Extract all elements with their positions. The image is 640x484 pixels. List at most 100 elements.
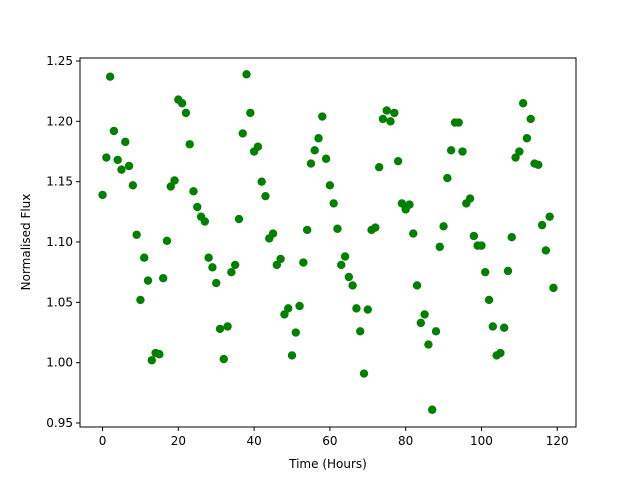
point [117,165,126,174]
point [393,156,403,166]
point [537,220,547,230]
point [522,134,532,143]
point [212,278,221,288]
point [325,181,335,190]
point [155,350,164,359]
point [102,153,111,162]
point [124,161,134,171]
point [496,348,505,358]
point [314,134,323,143]
point [238,129,247,138]
point [215,324,225,334]
point [253,142,263,151]
point [121,137,130,147]
point [128,181,138,190]
point [98,190,107,200]
point [302,225,312,235]
point [443,173,452,183]
point [280,310,289,319]
point [545,212,554,221]
x-tick-label: 120 [546,434,569,448]
point [541,246,551,255]
point [534,160,543,169]
x-tick-label: 80 [398,434,413,448]
x-tick-label: 100 [470,434,493,448]
x-tick-label: 0 [99,434,107,448]
point [246,108,255,118]
point [230,260,240,270]
plot-frame [79,57,577,428]
point [424,340,433,349]
y-axis-label: Normalised Flux [19,194,33,291]
point [227,267,236,277]
point [276,254,285,264]
point [340,252,350,261]
point [371,223,380,232]
point [204,253,213,262]
point [412,281,422,290]
point [507,232,516,242]
x-tick-label: 40 [246,434,261,448]
point [386,117,395,126]
point [526,114,535,124]
point [518,99,528,108]
point [337,260,346,270]
point [113,155,122,165]
point [352,304,361,313]
point [378,114,388,124]
point [177,99,187,108]
point [374,163,384,172]
point [147,356,157,365]
point [397,199,407,208]
point [484,295,494,305]
y-tick-label: 1.05 [46,295,73,309]
point [189,187,198,196]
point [363,305,372,314]
point [416,318,426,328]
point [549,283,558,293]
point [291,328,300,337]
point [348,281,357,290]
point [318,112,327,121]
point [431,327,441,336]
point [515,147,524,156]
x-axis-label: Time (Hours) [288,457,367,471]
point [344,272,354,282]
point [158,274,168,283]
point [481,267,490,277]
x-tick-label: 20 [171,434,186,448]
point [446,146,456,155]
y-tick-label: 0.95 [46,416,73,430]
point [223,322,232,331]
point [458,147,467,156]
point [219,354,228,364]
point [333,224,342,233]
point [420,310,429,319]
point [499,323,509,332]
point [299,258,308,267]
point [390,108,399,118]
point [428,405,437,414]
point [268,229,278,238]
point [477,241,486,250]
point [234,214,244,224]
point [321,154,331,163]
point [439,222,448,231]
point [488,322,498,331]
point [511,153,520,162]
y-tick-label: 1.10 [46,235,73,249]
y-tick-label: 1.00 [46,356,73,370]
point [356,327,365,336]
point [166,182,175,191]
point [405,200,414,209]
point [306,159,316,168]
point [284,304,293,313]
point [295,301,304,311]
point [409,229,418,238]
point [257,177,266,186]
point [435,242,444,252]
point [170,176,179,185]
point [382,106,391,115]
point [140,253,149,262]
y-tick-label: 1.15 [46,175,73,189]
